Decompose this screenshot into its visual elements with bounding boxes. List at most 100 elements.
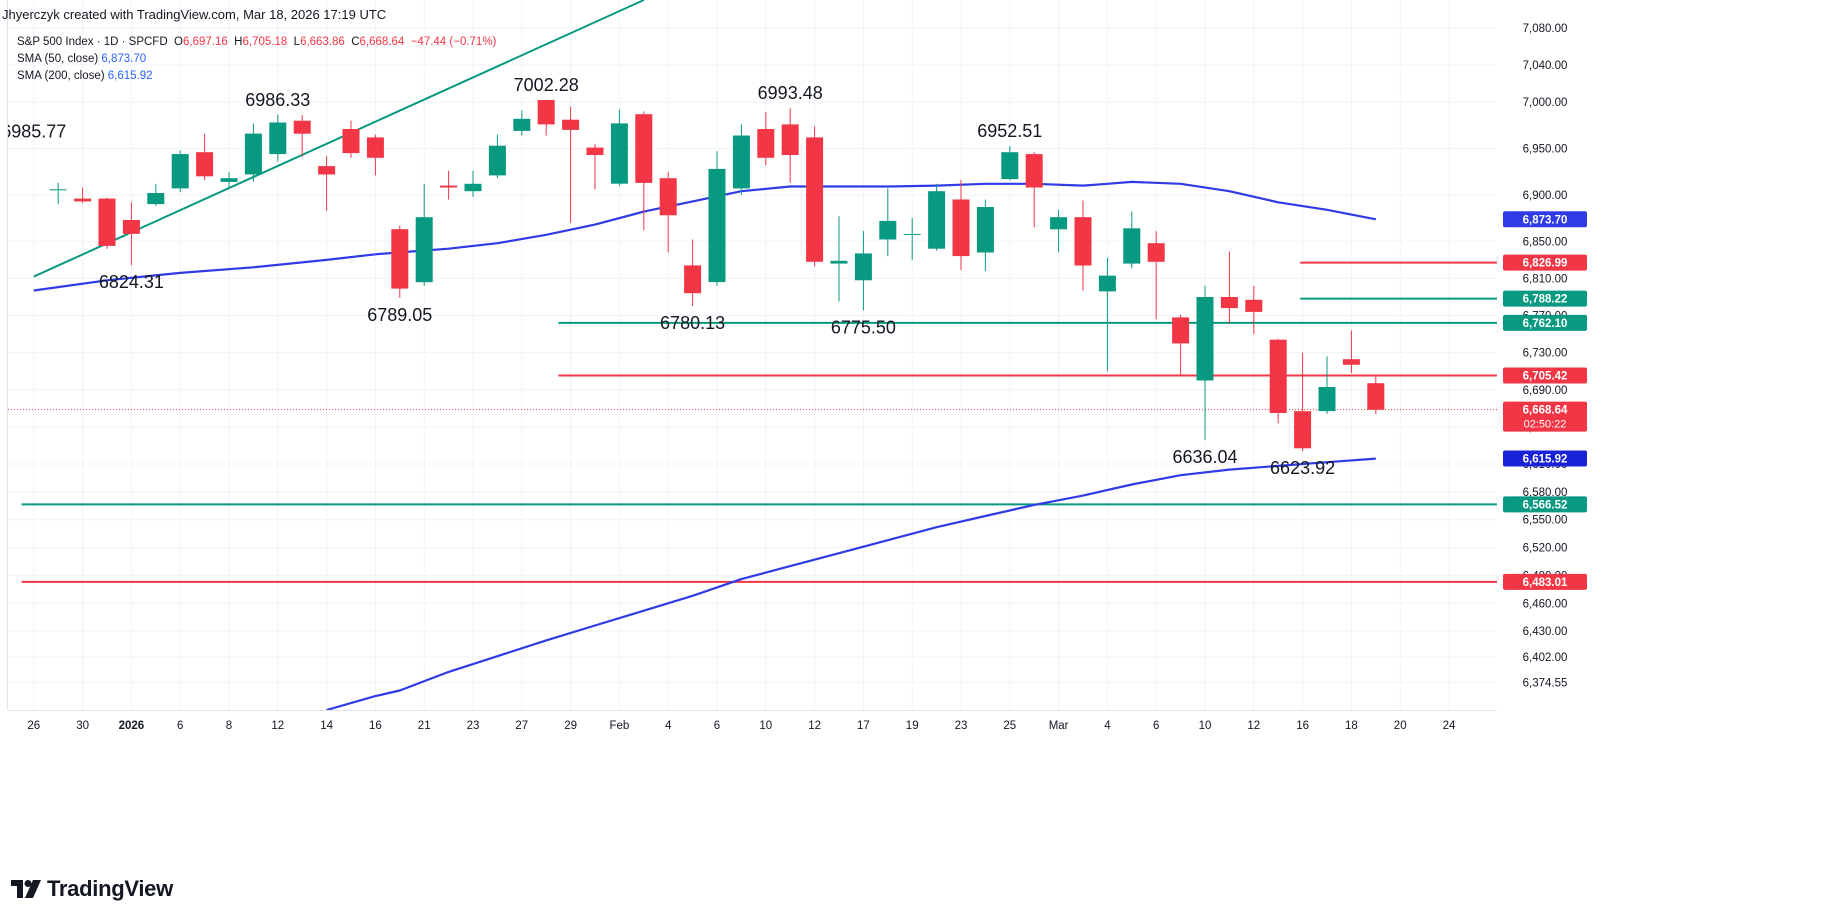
candle[interactable] [1074,200,1092,291]
candle[interactable] [1342,330,1360,374]
candle[interactable] [1269,338,1287,424]
candle-body [293,120,311,134]
candle[interactable] [854,231,872,311]
candle[interactable] [952,180,970,271]
candle-body [74,198,92,202]
candle[interactable] [220,171,238,189]
candle[interactable] [171,150,189,193]
candle[interactable] [903,218,921,260]
candle[interactable] [635,111,653,231]
level-price-badge-text: 6,826.99 [1523,258,1568,270]
candle[interactable] [1318,356,1336,414]
candle-body [440,185,458,188]
candle[interactable] [342,120,360,158]
candle[interactable] [708,151,726,286]
ohlc-close: C6,668.64 [348,36,404,48]
candle-body [49,189,67,191]
ohlc-low-value: 6,663.86 [300,36,345,48]
candle[interactable] [1098,258,1116,372]
candle[interactable] [1367,375,1385,415]
candle[interactable] [415,183,433,286]
candle[interactable] [879,188,897,257]
candle[interactable] [269,114,287,162]
level-price-badge[interactable]: 6,762.10 [1503,314,1587,331]
candle-body [244,133,262,175]
candle[interactable] [1025,152,1043,228]
level-price-badge[interactable]: 6,826.99 [1503,254,1587,271]
candle-body [1147,243,1165,262]
candle[interactable] [122,202,140,266]
candle[interactable] [196,133,214,181]
candle[interactable] [318,155,336,211]
candle[interactable] [1001,146,1019,181]
candle[interactable] [976,199,994,272]
candle[interactable] [1196,285,1214,440]
candle[interactable] [732,124,750,195]
candle[interactable] [537,99,555,136]
ohlc-close-value: 6,668.64 [359,36,405,48]
candle[interactable] [244,123,262,182]
sma50-price-badge[interactable]: 6,873.70 [1503,211,1587,228]
candle[interactable] [659,171,677,253]
candle[interactable] [488,134,506,179]
candle[interactable] [1050,209,1068,253]
legend-sma200-row[interactable]: SMA (200, close) 6,615.92 [17,68,496,85]
candle[interactable] [684,239,702,307]
candle[interactable] [49,182,67,205]
candle[interactable] [806,126,824,267]
ohlc-open: O6,697.16 [171,36,228,48]
candle-body [562,119,580,130]
candle-body [122,220,140,234]
level-price-badge[interactable]: 6,788.22 [1503,290,1587,307]
plot-area[interactable]: 6985.77 6824.31 6986.33 6789.05 7002.28 6780.… [1,0,1497,710]
candle-body [1196,297,1214,381]
candle[interactable] [391,225,409,298]
tradingview-logo[interactable]: TradingView [11,876,173,902]
candle[interactable] [1294,352,1312,452]
last-price-badge[interactable]: 6,668.64 02:50:22 [1503,401,1587,432]
candle[interactable] [830,216,848,302]
candle[interactable] [293,115,311,157]
candle[interactable] [757,112,775,166]
candle[interactable] [74,187,92,204]
level-price-badge-text: 6,762.10 [1523,318,1568,330]
candle[interactable] [147,183,165,207]
x-tick-label: 4 [665,720,672,732]
sma200-line[interactable] [326,457,1376,710]
candle[interactable] [781,108,799,183]
candle-body [220,178,238,182]
candle[interactable] [1245,285,1263,335]
ohlc-low: L6,663.86 [290,36,345,48]
candle[interactable] [464,170,482,197]
sma50-line[interactable] [33,180,1377,292]
y-tick-label: 7,040.00 [1523,60,1568,72]
symbol-title[interactable]: S&P 500 Index · 1D · SPCFD [17,36,168,48]
level-price-badge[interactable]: 6,483.01 [1503,573,1587,590]
candle[interactable] [366,134,384,176]
candle[interactable] [562,106,580,223]
candle[interactable] [610,109,628,186]
candle[interactable] [440,170,458,200]
level-price-badge[interactable]: 6,566.52 [1503,496,1587,513]
candle[interactable] [1172,314,1190,375]
sma50-price-badge-bg [1503,211,1587,228]
candle[interactable] [98,197,116,249]
level-price-badge[interactable]: 6,705.42 [1503,367,1587,384]
legend-sma50-row[interactable]: SMA (50, close) 6,873.70 [17,51,496,68]
candle[interactable] [586,143,604,190]
candle[interactable] [513,110,531,136]
x-tick-label: 21 [418,720,431,732]
chart-credit: Jhyerczyk created with TradingView.com, … [2,7,387,22]
x-tick-label: 30 [76,720,89,732]
candle-body [610,123,628,184]
price-annotation: 6636.04 [1172,447,1237,467]
candle[interactable] [1220,251,1238,324]
candle-body [586,147,604,155]
candle[interactable] [1123,211,1141,269]
candle[interactable] [1147,231,1165,320]
sma200-price-badge[interactable]: 6,615.92 [1503,450,1587,467]
last-price-badge-text: 6,668.64 [1523,405,1568,417]
candle[interactable] [928,183,946,251]
candle-body [1098,275,1116,292]
